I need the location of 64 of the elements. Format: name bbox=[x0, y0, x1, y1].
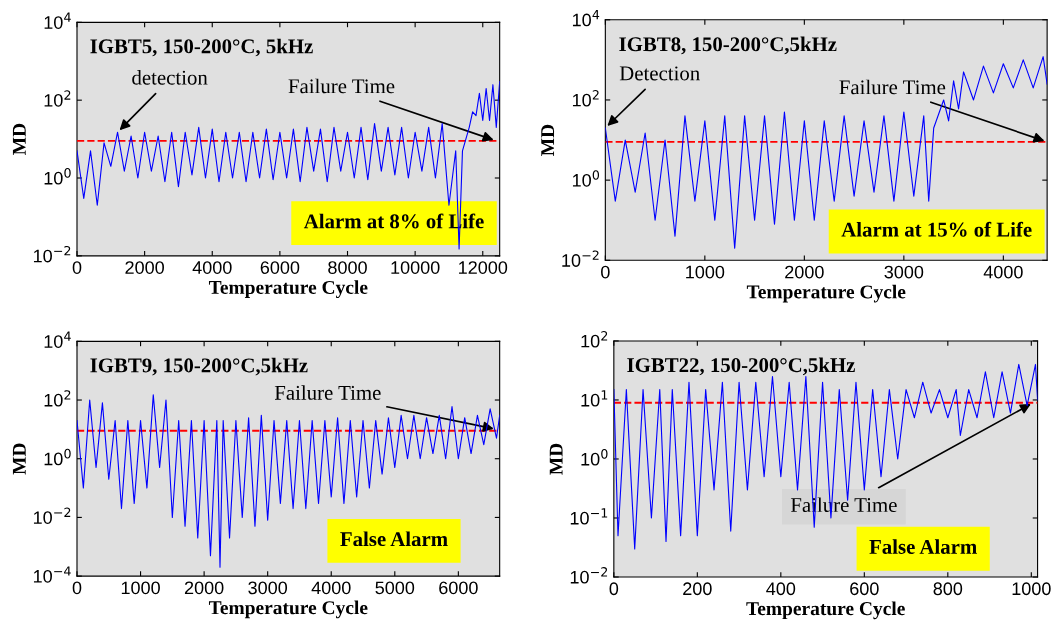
y-tick-label: 10$^{2}$ bbox=[572, 90, 599, 107]
y-axis-title: MD bbox=[549, 443, 563, 475]
x-tick-label: 2000 bbox=[785, 265, 824, 279]
y-tick-label: 10$^{1}$ bbox=[581, 390, 608, 407]
x-tick-label: 2000 bbox=[184, 581, 224, 595]
x-tick-label: 0 bbox=[72, 261, 82, 274]
x-tick-label: 12000 bbox=[459, 261, 508, 274]
text: IGBT9, 150-200°C,5kHz bbox=[90, 357, 308, 376]
x-tick-label: 600 bbox=[850, 582, 879, 596]
y-tick-label: 10$^{−2}$ bbox=[570, 567, 608, 584]
x-tick-label: 6000 bbox=[439, 581, 478, 595]
x-axis-title: Temperature Cycle bbox=[746, 284, 906, 303]
text: IGBT8, 150-200°C,5kHz bbox=[619, 36, 837, 55]
y-tick-label: 10$^{0}$ bbox=[44, 448, 71, 466]
x-axis-title: Temperature Cycle bbox=[746, 601, 905, 620]
y-axis-title: MD bbox=[12, 123, 26, 155]
y-tick-label: 10$^{−2}$ bbox=[33, 507, 71, 524]
x-tick-label: 0 bbox=[609, 582, 619, 596]
text: IGBT5, 150-200°C, 5kHz bbox=[90, 38, 313, 57]
y-tick-label: 10$^{−1}$ bbox=[570, 508, 608, 525]
y-tick-label: 10$^{−2}$ bbox=[562, 250, 599, 267]
annotation: Detection bbox=[619, 66, 700, 81]
x-tick-label: 10000 bbox=[391, 261, 440, 274]
annotation: Alarm at 15% of Life bbox=[841, 221, 1032, 237]
x-tick-label: 200 bbox=[683, 582, 712, 596]
y-tick-label: 10$^{4}$ bbox=[44, 331, 71, 348]
annotation: Failure Time bbox=[274, 385, 381, 400]
y-tick-label: 10$^{0}$ bbox=[44, 168, 71, 185]
x-tick-label: 1000 bbox=[121, 581, 160, 595]
line-series bbox=[605, 56, 1048, 249]
y-tick-label: 10$^{2}$ bbox=[581, 331, 608, 348]
x-tick-label: 800 bbox=[933, 582, 963, 596]
x-tick-label: 6000 bbox=[260, 261, 300, 274]
x-tick-label: 8000 bbox=[328, 261, 367, 274]
y-tick-label: 10$^{−4}$ bbox=[33, 566, 71, 583]
x-tick-label: 400 bbox=[766, 582, 796, 596]
x-tick-label: 4000 bbox=[983, 265, 1023, 279]
y-axis-title: MD bbox=[12, 443, 26, 475]
x-tick-label: 1000 bbox=[686, 265, 725, 279]
y-tick-label: 10$^{4}$ bbox=[44, 12, 71, 29]
y-tick-label: 10$^{0}$ bbox=[572, 170, 600, 187]
y-tick-label: 10$^{4}$ bbox=[572, 10, 600, 27]
annotation: False Alarm bbox=[340, 531, 448, 547]
y-tick-label: 10$^{2}$ bbox=[44, 90, 71, 107]
y-tick-label: 10$^{−2}$ bbox=[33, 245, 71, 263]
y-tick-label: 10$^{0}$ bbox=[581, 449, 608, 466]
x-tick-label: 0 bbox=[601, 265, 610, 279]
x-tick-label: 2000 bbox=[125, 261, 164, 274]
text: IGBT22, 150-200°C,5kHz bbox=[627, 357, 855, 376]
annotation: Failure Time bbox=[288, 78, 395, 94]
x-tick-label: 4000 bbox=[192, 261, 232, 274]
x-tick-label: 3000 bbox=[248, 581, 288, 595]
x-tick-label: 4000 bbox=[311, 581, 351, 595]
x-tick-label: 0 bbox=[72, 581, 82, 595]
x-axis-title: Temperature Cycle bbox=[208, 280, 368, 298]
x-tick-label: 5000 bbox=[375, 581, 415, 595]
y-axis-title: MD bbox=[541, 124, 555, 156]
y-tick-label: 10$^{2}$ bbox=[44, 390, 71, 407]
annotation: False Alarm bbox=[869, 539, 977, 554]
x-axis-title: Temperature Cycle bbox=[208, 600, 368, 619]
annotation: Failure Time bbox=[839, 79, 946, 95]
annotation: detection bbox=[132, 70, 208, 85]
x-tick-label: 3000 bbox=[884, 265, 924, 279]
x-tick-label: 1000 bbox=[1012, 582, 1051, 596]
